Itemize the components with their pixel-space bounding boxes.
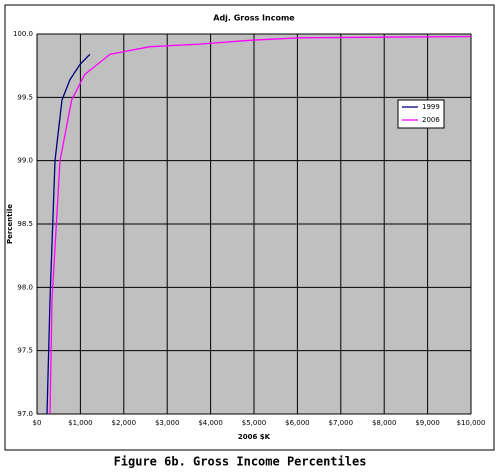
series-line [49, 35, 472, 415]
y-tick-label: 99.0 [17, 157, 33, 165]
caption: Figure 6b. Gross Income Percentiles [114, 455, 367, 469]
y-tick-label: 100.0 [13, 30, 33, 38]
x-axis-label: 2006 $K [238, 433, 271, 441]
y-tick-label: 99.5 [17, 93, 33, 101]
legend-label: 1999 [422, 103, 440, 111]
series-line [46, 53, 91, 415]
x-tick-label: $0 [33, 419, 42, 427]
legend-label: 2006 [422, 116, 440, 124]
x-tick-label: $2,000 [112, 419, 137, 427]
x-tick-label: $7,000 [329, 419, 354, 427]
x-tick-label: $9,000 [415, 419, 440, 427]
x-tick-label: $10,000 [457, 419, 486, 427]
x-tick-label: $3,000 [155, 419, 180, 427]
y-axis-label: Percentile [6, 204, 14, 244]
chart-title: Adj. Gross Income [213, 14, 295, 23]
x-tick-label: $1,000 [68, 419, 93, 427]
y-tick-label: 98.0 [17, 283, 33, 291]
x-tick-label: $6,000 [285, 419, 310, 427]
x-tick-label: $5,000 [242, 419, 267, 427]
y-tick-label: 97.5 [17, 347, 33, 355]
x-tick-label: $8,000 [372, 419, 397, 427]
legend-box [397, 99, 445, 129]
y-tick-label: 97.0 [17, 410, 33, 418]
x-tick-label: $4,000 [198, 419, 223, 427]
y-tick-label: 98.5 [17, 220, 33, 228]
